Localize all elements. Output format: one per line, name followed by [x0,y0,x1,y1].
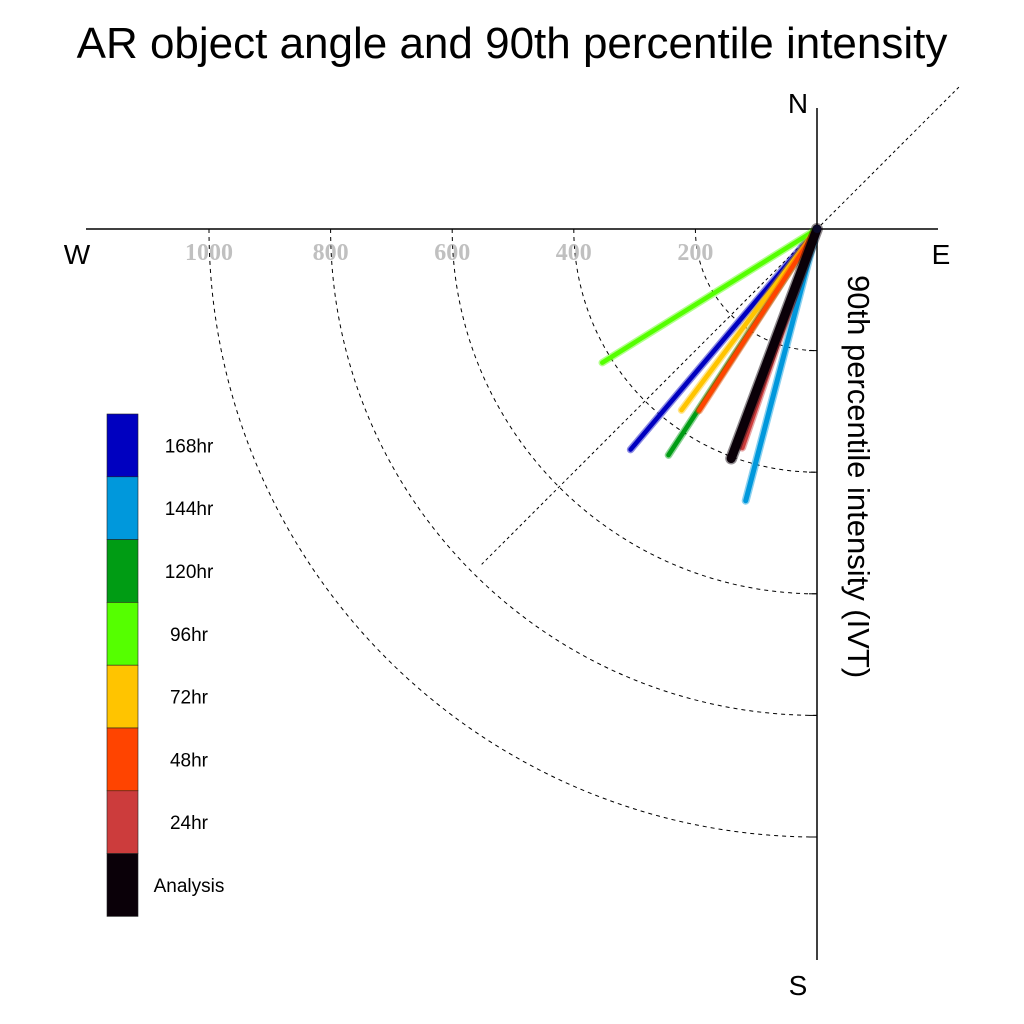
radial-tick-label: 400 [556,240,592,266]
radial-tick-label: 600 [434,240,470,266]
vector-72hr [679,226,820,413]
radial-tick-label: 800 [313,240,349,266]
vector-48hr [696,226,820,413]
vector-144hr [743,226,820,504]
grid-ring [694,228,818,352]
radial-tick-label: 200 [677,240,713,266]
legend-swatch-analysis [106,853,139,917]
legend-swatch-24hr [106,790,139,854]
grid-ring [208,228,818,838]
vector-168hr [628,226,820,452]
direction-label-west: W [64,239,91,270]
intensity-vectors [598,223,823,505]
legend-label: 48hr [170,750,209,771]
origin-point [813,225,821,233]
y-axis-label: 90th percentile intensity (IVT) [841,275,876,678]
legend-swatch-168hr [106,413,139,478]
legend-swatch-48hr [106,727,139,792]
legend-label: 120hr [165,562,214,583]
legend-label: 144hr [165,499,214,520]
legend-swatch-144hr [106,476,139,540]
polar-grid [208,86,960,838]
legend-label: Analysis [154,876,225,897]
chart-title: AR object angle and 90th percentile inte… [77,19,948,68]
compass-axes [86,108,938,960]
vector-analysis [726,224,822,464]
legend-label: 168hr [165,436,214,457]
legend-swatch-72hr [106,664,139,729]
legend-label: 72hr [170,688,209,709]
direction-label-east: E [932,239,951,270]
vector-96hr [600,226,820,365]
legend-label: 24hr [170,813,209,834]
legend-swatch-96hr [106,602,139,666]
diagonal-guide [481,86,960,565]
radial-tick-label: 1000 [185,240,233,266]
direction-label-north: N [788,88,808,119]
radial-tick-labels: 200 400 600 800 1000 [185,240,713,266]
legend: 168hr 144hr 120hr 96hr 72hr 48hr 24hr Analysis [106,413,225,917]
legend-label: 96hr [170,625,209,646]
grid-ring [330,228,818,716]
legend-swatch-120hr [106,539,139,603]
direction-label-south: S [789,970,808,1001]
